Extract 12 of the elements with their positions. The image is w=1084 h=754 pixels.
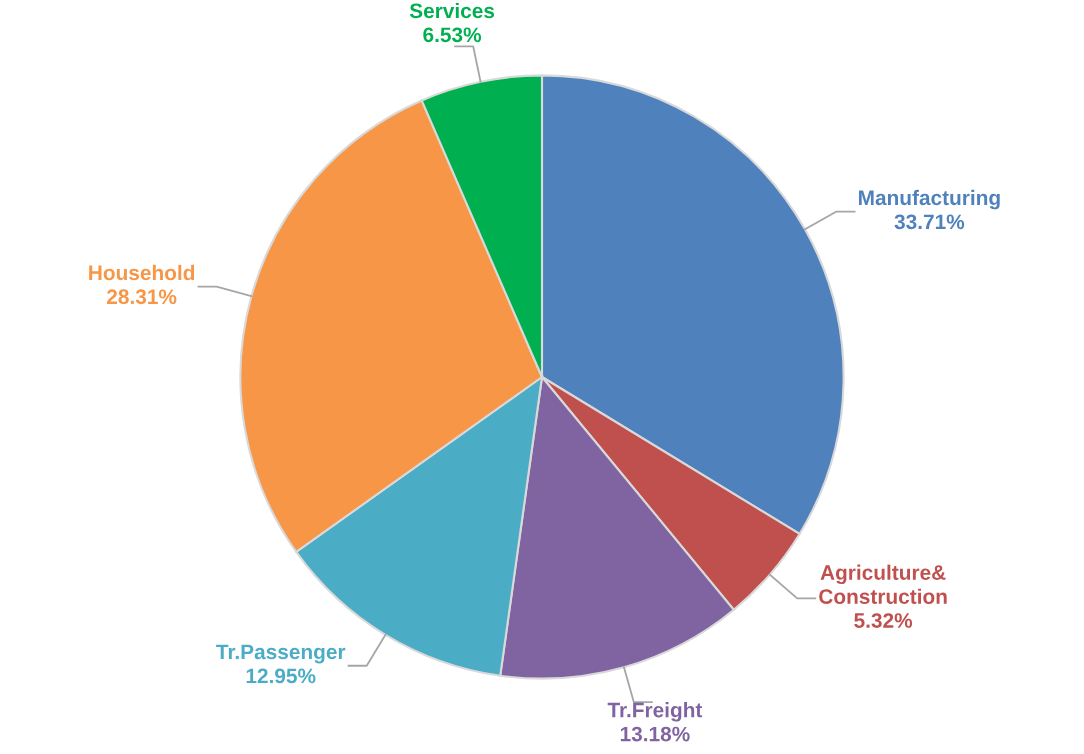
data-label: 33.71% (894, 214, 965, 230)
slice-label: Services (409, 2, 495, 19)
slice-label: Manufacturing (859, 189, 1000, 210)
slice-label: Household (89, 264, 195, 281)
data-label: 6.53% (423, 27, 482, 43)
data-label: 5.32% (854, 613, 913, 628)
slice-label: Agriculture& Construction (819, 564, 947, 604)
data-label: 12.95% (246, 668, 316, 684)
slice-label: Tr.Freight (607, 702, 703, 722)
data-label: 28.31% (107, 289, 177, 305)
data-label: 13.18% (620, 726, 690, 742)
slice-label: Tr.Passenger (216, 644, 346, 664)
